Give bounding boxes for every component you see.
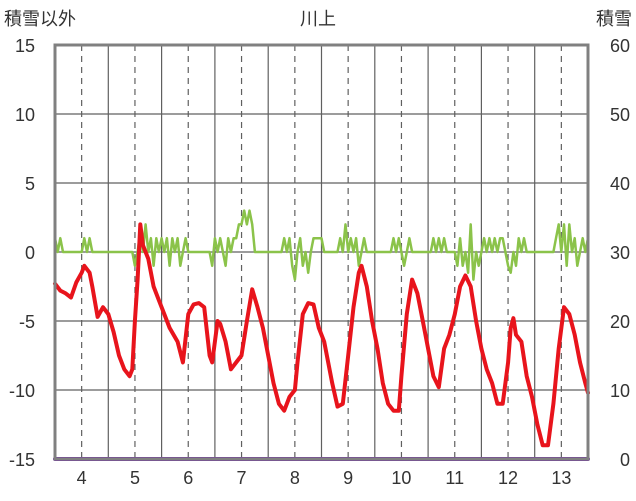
x-tick-label: 10 xyxy=(391,468,411,488)
x-tick-label: 4 xyxy=(77,468,87,488)
x-tick-label: 5 xyxy=(130,468,140,488)
x-tick-label: 9 xyxy=(343,468,353,488)
left-tick-label: -5 xyxy=(19,312,35,332)
right-tick-label: 30 xyxy=(610,243,630,263)
right-tick-label: 0 xyxy=(620,450,630,470)
x-tick-label: 6 xyxy=(183,468,193,488)
right-tick-label: 50 xyxy=(610,105,630,125)
x-tick-label: 12 xyxy=(498,468,518,488)
left-tick-label: 15 xyxy=(15,36,35,56)
x-tick-label: 7 xyxy=(237,468,247,488)
grid-layer xyxy=(55,45,588,459)
chart-title: 川上 xyxy=(300,9,336,30)
plot-frame xyxy=(53,43,590,461)
left-tick-label: 10 xyxy=(15,105,35,125)
right-tick-label: 20 xyxy=(610,312,630,332)
right-tick-label: 10 xyxy=(610,381,630,401)
x-tick-label: 8 xyxy=(290,468,300,488)
left-axis-label: 積雪以外 xyxy=(4,9,76,30)
left-tick-label: -15 xyxy=(9,450,35,470)
x-tick-label: 11 xyxy=(445,468,464,488)
x-tick-label: 13 xyxy=(551,468,571,488)
left-tick-label: 5 xyxy=(25,174,35,194)
series-line-0 xyxy=(53,222,590,448)
series-line-1 xyxy=(53,209,590,281)
right-tick-label: 60 xyxy=(610,36,630,56)
left-tick-label: 0 xyxy=(25,243,35,263)
right-axis-label: 積雪 xyxy=(596,9,632,30)
right-tick-label: 40 xyxy=(610,174,630,194)
left-tick-label: -10 xyxy=(9,381,35,401)
